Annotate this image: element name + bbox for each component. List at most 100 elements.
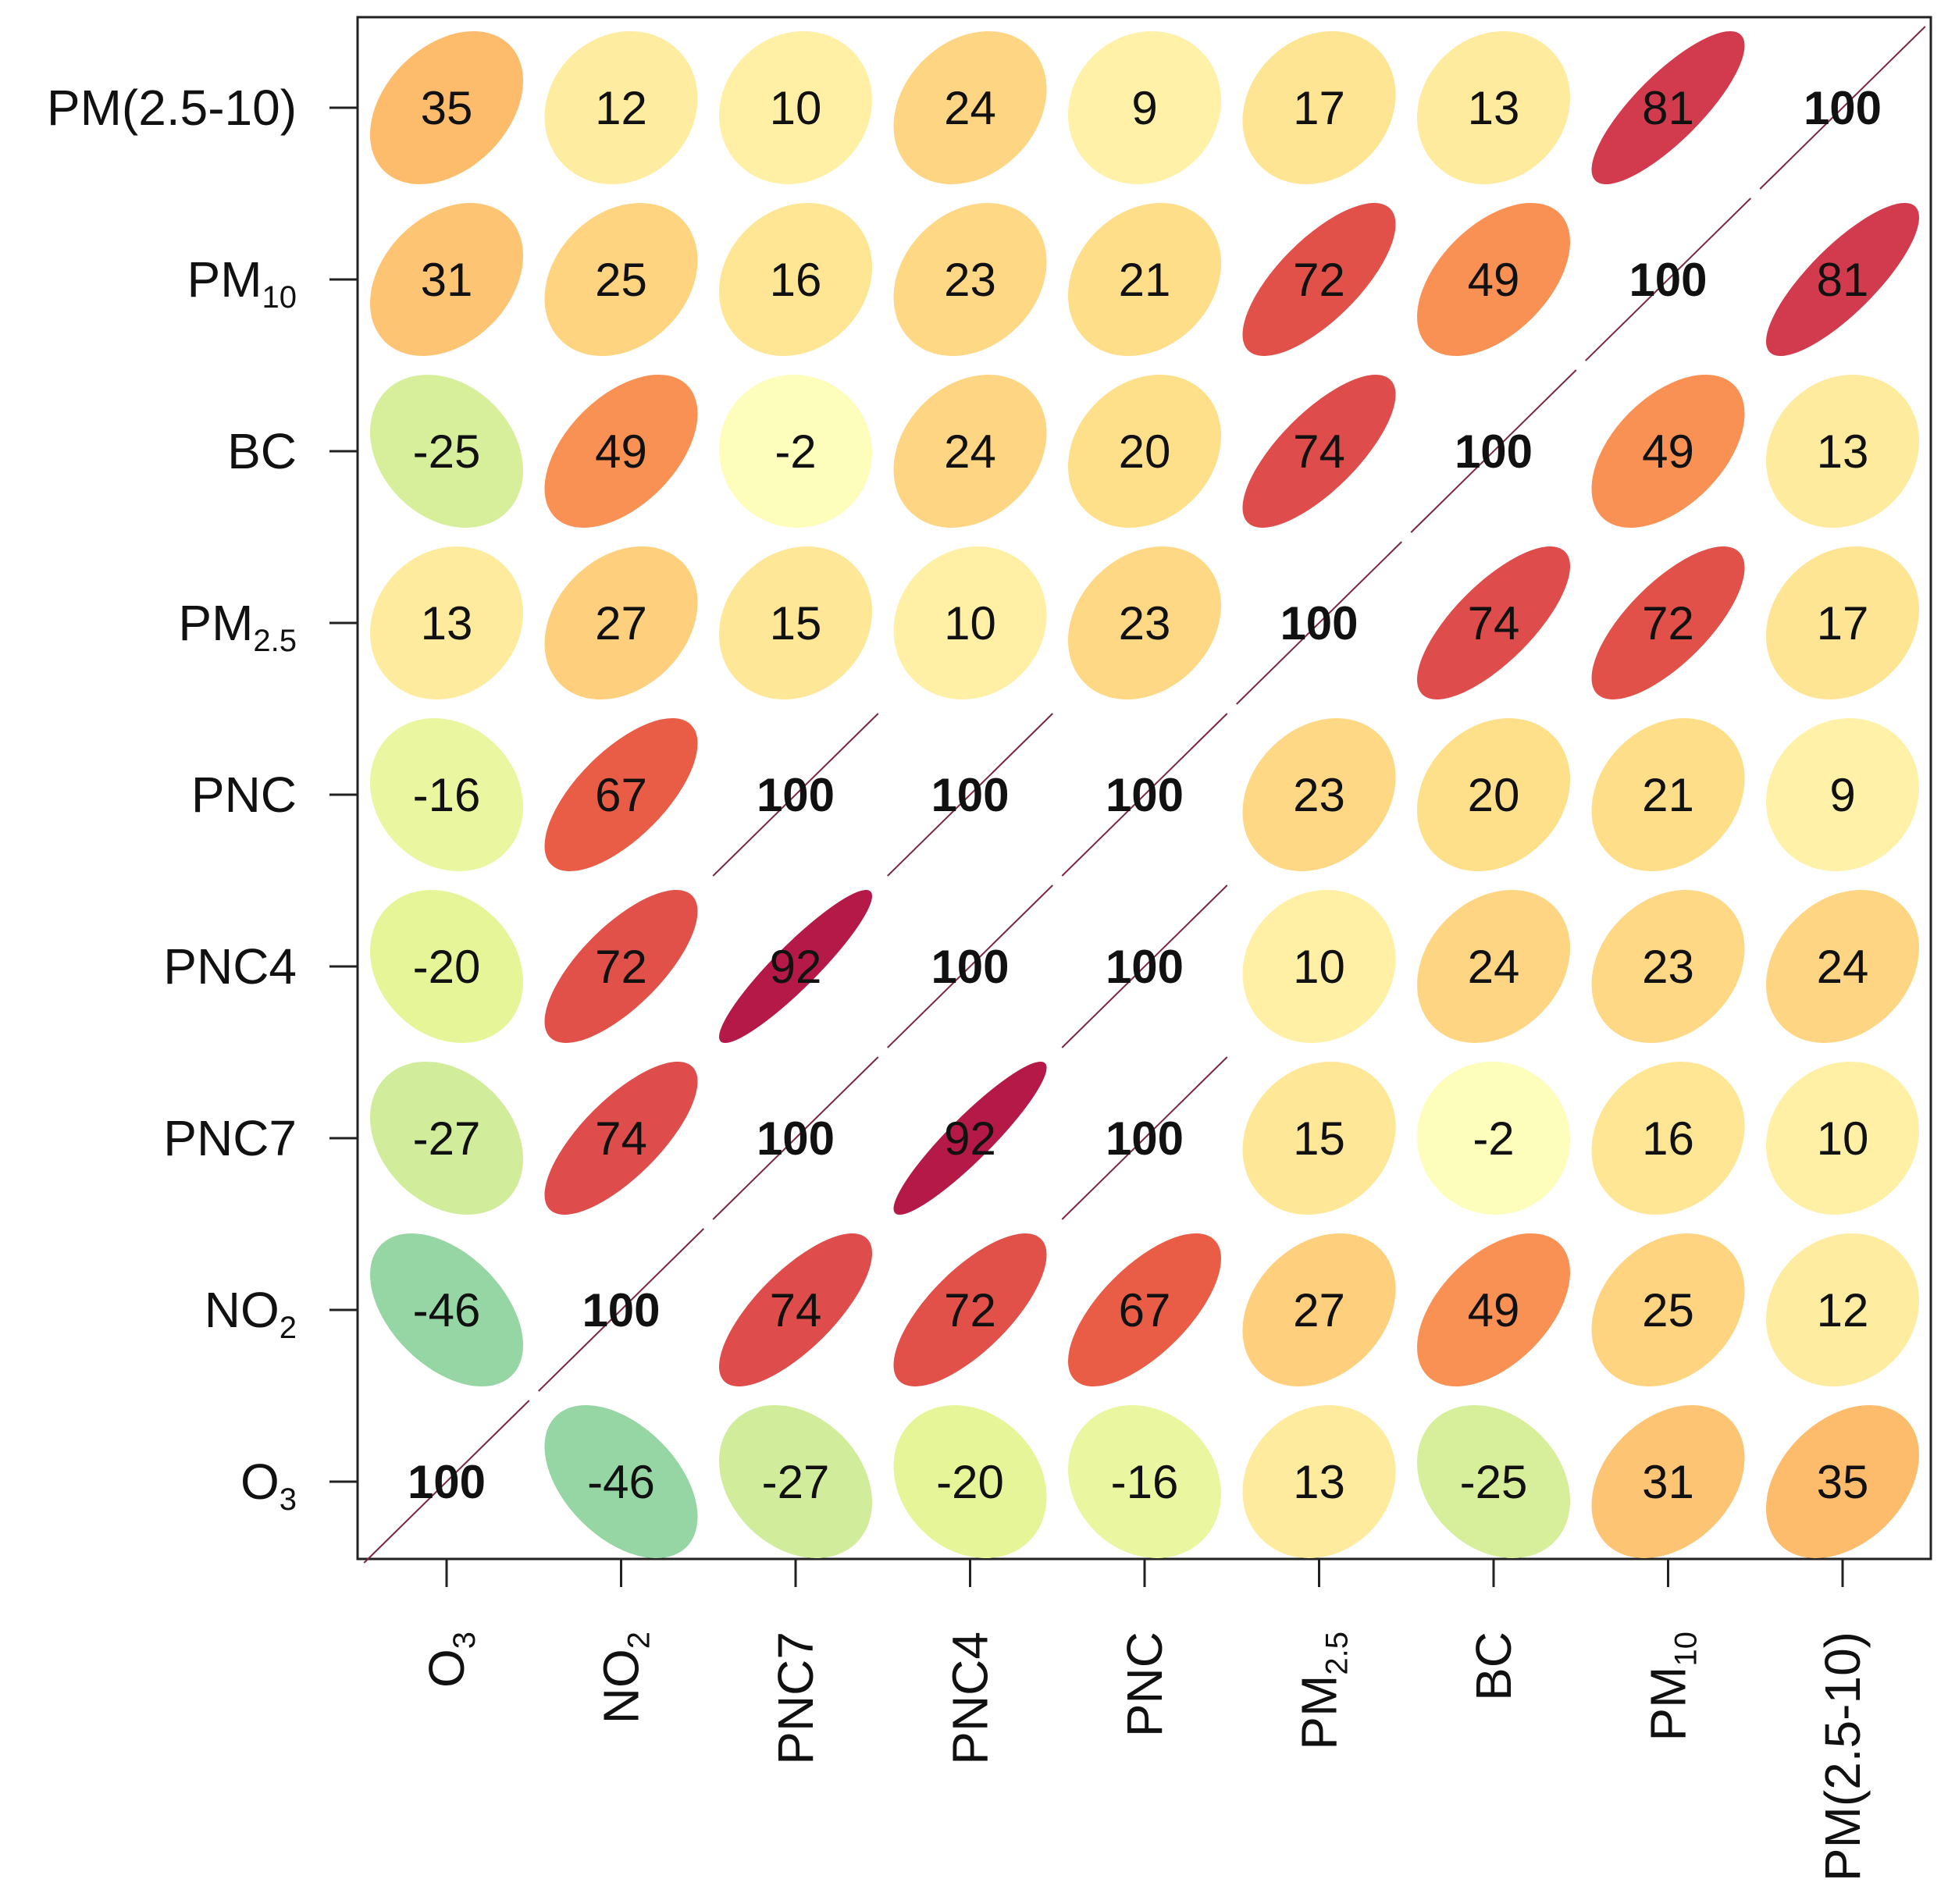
cell-value: 72 [1642, 597, 1694, 649]
correlation-ellipse [370, 1233, 524, 1386]
cell-BC-PM10: 49 [1591, 375, 1745, 528]
correlation-ellipse [1242, 1404, 1396, 1558]
cell-value: 9 [1131, 82, 1157, 134]
cell-value: 13 [1468, 82, 1520, 134]
cell-PNC7-O3: -27 [369, 1062, 523, 1215]
cell-O3-PNC7: -27 [718, 1405, 872, 1559]
correlation-ellipse [1765, 375, 1919, 528]
correlation-ellipse [1242, 202, 1396, 356]
cell-PM2.5-BC: 74 [1416, 546, 1570, 699]
correlation-ellipse [1766, 717, 1920, 871]
cell-PNC7-NO2: 74 [544, 1062, 698, 1215]
diagonal-line [1061, 1056, 1228, 1220]
cell-value: 13 [1293, 1456, 1345, 1508]
cell-PNC-PNC7: 100 [712, 713, 879, 877]
cell-BC-PNC: 20 [1067, 375, 1221, 528]
cell-PNC-PM(2.5-10): 9 [1766, 717, 1920, 871]
cell-PNC7-PM(2.5-10): 10 [1766, 1061, 1920, 1215]
cell-BC-NO2: 49 [544, 375, 698, 528]
cell-PM10-PNC4: 23 [893, 202, 1047, 356]
x-axis: O3 NO2 PNC7 PNC4 PNC PM2.5 BC PM10 PM(2.5-10) [418, 1559, 1871, 1881]
correlation-ellipse [1416, 546, 1570, 699]
cell-O3-PM10: 31 [1591, 1405, 1745, 1559]
correlation-ellipse [893, 546, 1047, 699]
cell-PNC4-PM10: 23 [1591, 890, 1745, 1044]
cell-value: 100 [1629, 254, 1707, 306]
correlation-ellipse [1417, 1233, 1571, 1387]
cell-O3-PM(2.5-10): 35 [1765, 1405, 1919, 1559]
correlation-ellipse [544, 30, 698, 184]
cell-value: 27 [1293, 1284, 1345, 1336]
cell-value: 10 [944, 597, 996, 649]
cell-value: 74 [1293, 425, 1345, 478]
cell-value: -2 [775, 425, 816, 478]
cell-PM10-BC: 49 [1416, 203, 1570, 357]
correlation-ellipse [1242, 889, 1396, 1043]
cell-value: 23 [1119, 597, 1171, 649]
cell-value: 100 [1106, 769, 1184, 821]
correlation-ellipse [893, 30, 1047, 184]
cell-value: 15 [770, 597, 822, 649]
diagonal-line [1585, 198, 1751, 361]
cell-value: 31 [1642, 1456, 1694, 1508]
cell-PNC-PM2.5: 23 [1242, 718, 1396, 872]
correlation-ellipse [718, 1405, 872, 1559]
correlation-ellipse [1068, 1405, 1222, 1559]
correlation-ellipse [1766, 546, 1920, 699]
cell-PNC-PNC4: 100 [887, 713, 1053, 877]
x-tick-label: O3 [418, 1632, 482, 1688]
cell-value: 49 [1642, 425, 1694, 478]
cell-value: 21 [1642, 769, 1694, 821]
correlation-ellipse [1416, 889, 1570, 1043]
cell-PM10-PNC7: 16 [718, 203, 872, 357]
cell-value: 72 [595, 941, 647, 993]
correlation-ellipse [1591, 1405, 1745, 1559]
diagonal-line [1061, 884, 1228, 1048]
cell-BC-PNC7: -2 [718, 374, 872, 528]
cell-PM10-PM(2.5-10): 81 [1766, 202, 1920, 356]
correlation-ellipse [1591, 375, 1745, 528]
cell-PM10-PM2.5: 72 [1242, 202, 1396, 356]
correlation-ellipse [893, 1233, 1047, 1386]
cell-value: 16 [1642, 1112, 1694, 1165]
cell-NO2-O3: -46 [370, 1233, 524, 1386]
correlation-ellipse [1416, 718, 1570, 872]
cell-value: 10 [1817, 1112, 1869, 1165]
cell-BC-O3: -25 [370, 375, 523, 528]
correlation-ellipse [1242, 1061, 1396, 1215]
cell-O3-BC: -25 [1416, 1404, 1570, 1558]
correlation-ellipse [370, 546, 524, 699]
cell-BC-BC: 100 [1410, 369, 1577, 533]
cell-PM(2.5-10)-PNC7: 10 [719, 31, 872, 184]
correlation-ellipse [893, 1061, 1047, 1215]
cell-PNC4-PM2.5: 10 [1242, 889, 1396, 1043]
y-tick-label: PM10 [187, 251, 297, 315]
y-tick-label: PM2.5 [178, 595, 297, 658]
cell-value: 100 [1280, 597, 1358, 649]
cell-PM2.5-NO2: 27 [544, 546, 698, 699]
cell-value: 27 [595, 597, 647, 649]
x-tick-label: PNC4 [942, 1632, 999, 1765]
cell-value: 35 [1817, 1456, 1869, 1508]
cell-value: 12 [1817, 1284, 1869, 1336]
cell-value: 100 [757, 1112, 835, 1165]
cell-PNC7-PNC7: 100 [712, 1056, 879, 1220]
cell-BC-PM(2.5-10): 13 [1765, 375, 1919, 528]
cell-PNC7-BC: -2 [1417, 1062, 1571, 1215]
y-tick-label: O3 [240, 1454, 297, 1517]
cell-PM10-PNC: 21 [1067, 203, 1221, 357]
cell-value: 72 [1293, 254, 1345, 306]
cell-PM(2.5-10)-BC: 13 [1417, 30, 1571, 184]
diagonal-line [1236, 541, 1402, 705]
correlation-ellipse [544, 1062, 698, 1215]
correlation-ellipse [544, 375, 698, 528]
correlation-ellipse [718, 203, 872, 357]
cell-value: 81 [1817, 254, 1869, 306]
cell-O3-NO2: -46 [544, 1405, 698, 1559]
cell-PM2.5-PNC7: 15 [719, 546, 872, 699]
cell-value: 23 [944, 254, 996, 306]
correlation-ellipse [1068, 30, 1222, 184]
cell-value: 20 [1119, 425, 1171, 478]
correlation-ellipse [544, 890, 698, 1044]
